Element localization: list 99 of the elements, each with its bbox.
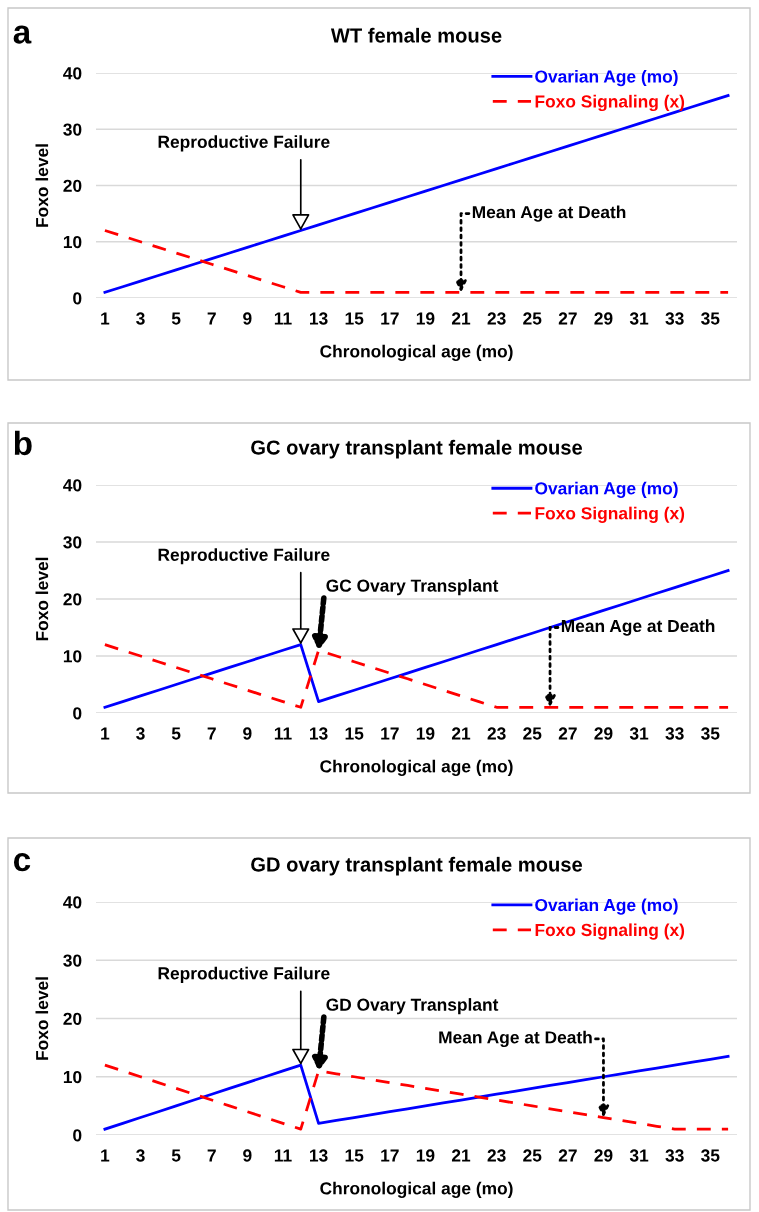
y-tick-label: 0 bbox=[73, 707, 82, 720]
x-tick-label: 9 bbox=[243, 1149, 252, 1162]
line-series bbox=[103, 643, 730, 709]
x-tick-label: 21 bbox=[451, 1149, 471, 1162]
x-tick-label: 29 bbox=[594, 1149, 613, 1162]
y-tick-label: 20 bbox=[63, 593, 82, 606]
x-tick-label: 27 bbox=[558, 312, 577, 325]
x-tick-label: 11 bbox=[274, 312, 292, 325]
x-tick-label: 11 bbox=[274, 1149, 292, 1162]
text: b bbox=[14, 430, 32, 456]
x-tick-label: 3 bbox=[136, 727, 145, 740]
x-axis-title: Chronological age (mo) bbox=[320, 344, 513, 361]
y-tick-label: 40 bbox=[63, 479, 82, 492]
x-tick-label: 15 bbox=[345, 1149, 364, 1162]
annotation: GD Ovary Transplant bbox=[326, 998, 499, 1015]
x-tick-label: 5 bbox=[171, 312, 181, 325]
x-tick-label: 1 bbox=[101, 1149, 110, 1162]
y-tick-label: 30 bbox=[63, 536, 82, 549]
x-tick-label: 21 bbox=[451, 727, 471, 740]
x-tick-label: 25 bbox=[523, 1149, 542, 1162]
annotation: Mean Age at Death bbox=[561, 619, 715, 636]
legend-label: Ovarian Age (mo) bbox=[535, 898, 678, 915]
x-tick-label: 15 bbox=[345, 727, 364, 740]
legend-label: Foxo Signaling (x) bbox=[535, 923, 685, 940]
y-tick-label: 30 bbox=[63, 123, 82, 136]
x-tick-label: 17 bbox=[381, 727, 399, 740]
line-series bbox=[103, 94, 730, 294]
x-tick-label: 27 bbox=[558, 727, 577, 740]
y-tick-label: 40 bbox=[63, 67, 82, 80]
annotation: Reproductive Failure bbox=[158, 135, 330, 152]
x-tick-label: 25 bbox=[523, 727, 542, 740]
y-tick-label: 20 bbox=[63, 179, 82, 192]
line-series bbox=[103, 569, 730, 709]
text: c bbox=[13, 853, 31, 872]
y-axis-title: Foxo level bbox=[35, 977, 49, 1060]
x-tick-label: 31 bbox=[629, 312, 649, 325]
x-tick-label: 7 bbox=[207, 727, 216, 740]
x-tick-label: 31 bbox=[629, 727, 649, 740]
x-tick-label: 21 bbox=[451, 312, 471, 325]
x-tick-label: 35 bbox=[701, 1149, 720, 1162]
x-axis-title: Chronological age (mo) bbox=[320, 1181, 513, 1198]
y-axis-title: Foxo level bbox=[35, 557, 49, 641]
x-tick-label: 7 bbox=[207, 312, 216, 325]
x-tick-label: 27 bbox=[558, 1149, 577, 1162]
annotation: Mean Age at Death bbox=[439, 1030, 592, 1048]
x-tick-label: 9 bbox=[243, 727, 252, 740]
x-tick-label: 11 bbox=[274, 727, 292, 740]
y-axis-title: Foxo level bbox=[35, 144, 49, 227]
chart-title: GC ovary transplant female mouse bbox=[251, 439, 583, 459]
x-tick-label: 35 bbox=[701, 727, 720, 740]
chart-title: WT female mouse bbox=[330, 27, 502, 43]
x-tick-label: 33 bbox=[665, 727, 684, 740]
x-tick-label: 1 bbox=[101, 727, 110, 740]
annotation: Reproductive Failure bbox=[158, 548, 330, 565]
x-tick-label: 33 bbox=[665, 1149, 684, 1162]
x-tick-label: 23 bbox=[487, 312, 506, 325]
x-tick-label: 19 bbox=[416, 1149, 435, 1162]
x-tick-label: 13 bbox=[310, 1149, 328, 1162]
chart-title: GD ovary transplant female mouse bbox=[251, 856, 583, 876]
x-tick-label: 1 bbox=[101, 312, 110, 325]
x-tick-label: 33 bbox=[665, 312, 684, 325]
x-tick-label: 29 bbox=[594, 727, 613, 740]
x-tick-label: 19 bbox=[416, 727, 435, 740]
legend-label: Ovarian Age (mo) bbox=[535, 481, 678, 498]
y-tick-label: 0 bbox=[73, 1129, 82, 1142]
x-tick-label: 31 bbox=[629, 1149, 649, 1162]
x-tick-label: 29 bbox=[594, 312, 613, 325]
y-tick-label: 20 bbox=[63, 1012, 82, 1025]
x-tick-label: 13 bbox=[310, 727, 328, 740]
x-tick-label: 23 bbox=[487, 727, 506, 740]
x-tick-label: 3 bbox=[136, 312, 145, 325]
x-tick-label: 19 bbox=[416, 312, 435, 325]
x-tick-label: 5 bbox=[171, 1149, 181, 1162]
annotation: Mean Age at Death bbox=[472, 205, 626, 222]
x-tick-label: 17 bbox=[381, 1149, 399, 1162]
x-tick-label: 23 bbox=[487, 1149, 506, 1162]
y-tick-label: 10 bbox=[63, 1070, 82, 1084]
text: a bbox=[13, 25, 32, 44]
x-tick-label: 5 bbox=[171, 727, 181, 740]
y-tick-label: 30 bbox=[63, 954, 82, 967]
legend-label: Foxo Signaling (x) bbox=[535, 506, 685, 523]
x-tick-label: 17 bbox=[381, 312, 399, 325]
y-tick-label: 10 bbox=[63, 235, 82, 249]
y-tick-label: 10 bbox=[63, 650, 82, 663]
y-tick-label: 0 bbox=[73, 292, 82, 305]
x-tick-label: 9 bbox=[243, 312, 252, 325]
x-tick-label: 13 bbox=[310, 312, 328, 325]
x-tick-label: 35 bbox=[701, 312, 720, 325]
annotation: Reproductive Failure bbox=[158, 966, 330, 983]
legend-label: Ovarian Age (mo) bbox=[535, 69, 678, 87]
y-tick-label: 40 bbox=[63, 896, 82, 909]
x-tick-label: 15 bbox=[345, 312, 364, 325]
line-series bbox=[103, 229, 730, 294]
legend-label: Foxo Signaling (x) bbox=[535, 94, 685, 112]
x-tick-label: 25 bbox=[523, 312, 542, 325]
annotation: GC Ovary Transplant bbox=[326, 579, 499, 596]
x-tick-label: 3 bbox=[136, 1149, 145, 1162]
x-tick-label: 7 bbox=[207, 1149, 216, 1162]
x-axis-title: Chronological age (mo) bbox=[320, 759, 513, 776]
